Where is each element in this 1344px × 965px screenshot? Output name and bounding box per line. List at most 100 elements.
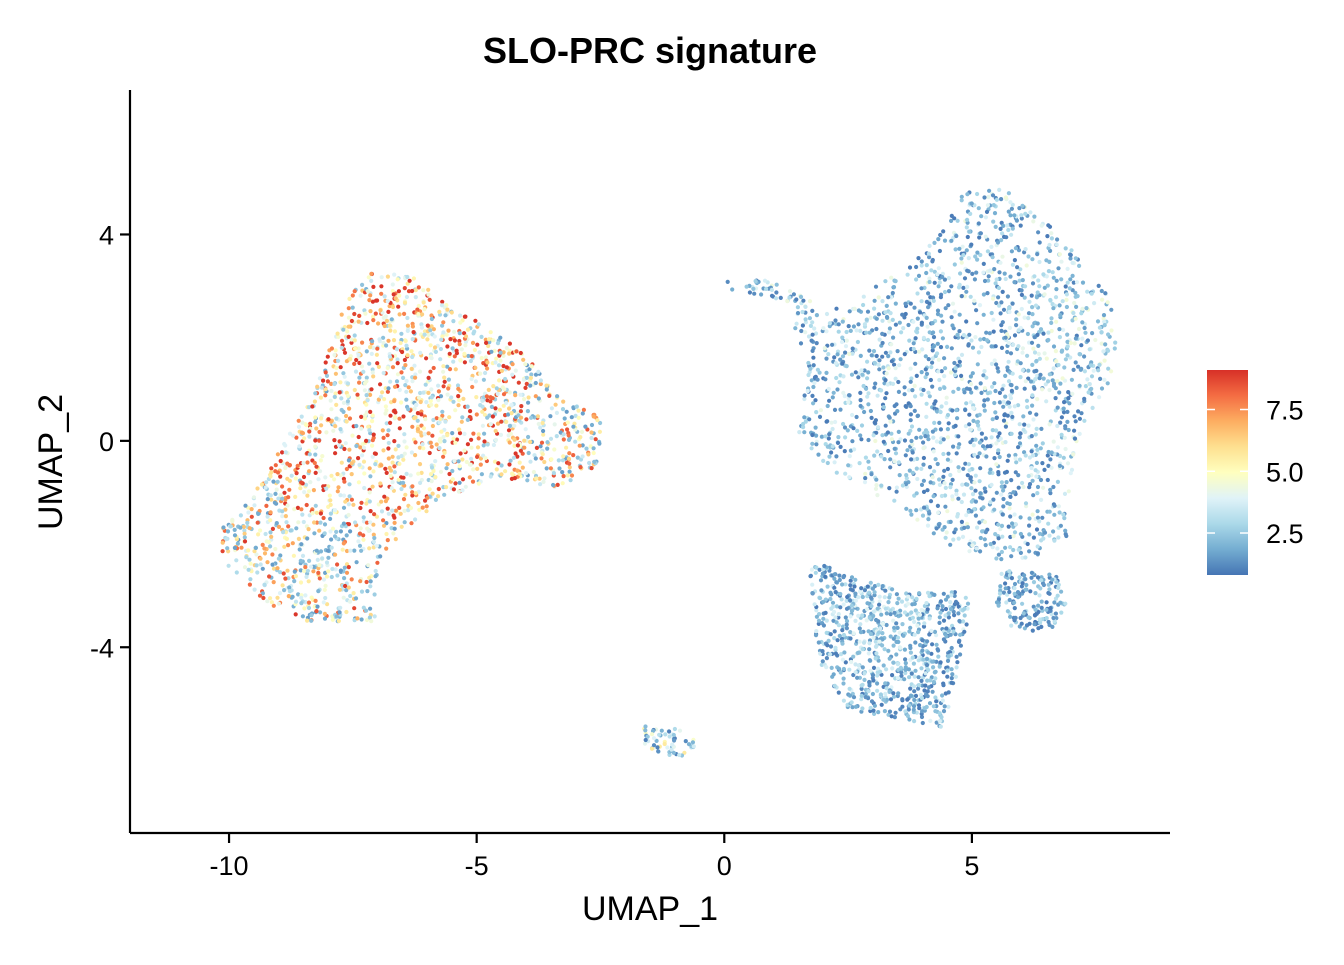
scatter-point bbox=[995, 366, 1000, 371]
scatter-point bbox=[302, 568, 307, 574]
scatter-point bbox=[1053, 386, 1058, 391]
scatter-point bbox=[946, 654, 951, 659]
scatter-point bbox=[1009, 232, 1014, 237]
scatter-point bbox=[928, 678, 933, 683]
scatter-point bbox=[868, 631, 874, 637]
scatter-point bbox=[315, 557, 320, 563]
scatter-point bbox=[877, 599, 882, 604]
scatter-point bbox=[492, 348, 497, 353]
scatter-point bbox=[993, 388, 998, 394]
scatter-point bbox=[986, 194, 991, 200]
scatter-point bbox=[945, 412, 951, 418]
scatter-point bbox=[774, 290, 779, 295]
scatter-point bbox=[314, 426, 319, 431]
scatter-point bbox=[1063, 446, 1068, 452]
scatter-point bbox=[929, 651, 934, 656]
scatter-point bbox=[359, 364, 365, 369]
scatter-point bbox=[949, 667, 954, 672]
scatter-point bbox=[354, 443, 359, 449]
scatter-point bbox=[906, 388, 912, 393]
scatter-point bbox=[842, 449, 847, 454]
scatter-point bbox=[1091, 368, 1096, 373]
scatter-point bbox=[991, 497, 996, 502]
scatter-point bbox=[1052, 503, 1057, 508]
scatter-point bbox=[1012, 333, 1018, 338]
scatter-point bbox=[451, 436, 456, 441]
scatter-point bbox=[899, 599, 905, 604]
scatter-point bbox=[306, 405, 312, 410]
scatter-point bbox=[1065, 419, 1070, 424]
scatter-point bbox=[844, 619, 850, 624]
scatter-point bbox=[1017, 422, 1022, 427]
scatter-point bbox=[1035, 290, 1040, 295]
scatter-point bbox=[907, 717, 912, 722]
scatter-point bbox=[889, 275, 894, 280]
scatter-point bbox=[1018, 361, 1023, 366]
scatter-point bbox=[971, 418, 976, 423]
scatter-point bbox=[1001, 307, 1007, 312]
scatter-point bbox=[832, 355, 837, 360]
scatter-point bbox=[1000, 289, 1005, 294]
scatter-point bbox=[838, 605, 843, 610]
scatter-point bbox=[832, 572, 837, 577]
scatter-point bbox=[1065, 280, 1070, 285]
scatter-point bbox=[859, 368, 864, 373]
scatter-point bbox=[1017, 278, 1022, 283]
scatter-point bbox=[1022, 626, 1027, 631]
scatter-point bbox=[432, 334, 437, 339]
scatter-point bbox=[1027, 455, 1032, 460]
scatter-point bbox=[483, 337, 488, 342]
scatter-point bbox=[669, 747, 674, 752]
scatter-point bbox=[896, 691, 901, 696]
scatter-point bbox=[1024, 582, 1029, 588]
scatter-point bbox=[973, 385, 979, 390]
scatter-point bbox=[962, 629, 967, 634]
scatter-point bbox=[1060, 299, 1065, 304]
scatter-point bbox=[368, 293, 373, 298]
scatter-point bbox=[284, 536, 289, 542]
scatter-point bbox=[961, 333, 967, 338]
scatter-point bbox=[1049, 320, 1054, 325]
scatter-point bbox=[998, 260, 1003, 265]
scatter-point bbox=[884, 622, 889, 628]
scatter-point bbox=[898, 645, 903, 650]
scatter-point bbox=[968, 211, 973, 216]
scatter-point bbox=[395, 357, 400, 362]
scatter-point bbox=[896, 389, 902, 394]
scatter-point bbox=[429, 313, 434, 318]
scatter-point bbox=[252, 587, 257, 592]
scatter-point bbox=[413, 440, 418, 445]
scatter-point bbox=[824, 311, 830, 317]
scatter-point bbox=[1077, 352, 1082, 357]
scatter-point bbox=[937, 482, 943, 487]
scatter-point bbox=[1031, 580, 1037, 585]
scatter-point bbox=[949, 593, 954, 598]
scatter-point bbox=[984, 209, 990, 214]
scatter-point bbox=[497, 378, 502, 383]
scatter-point bbox=[934, 633, 939, 638]
scatter-point bbox=[891, 694, 897, 699]
scatter-point bbox=[356, 395, 361, 401]
scatter-point bbox=[1061, 327, 1066, 332]
scatter-point bbox=[424, 509, 429, 514]
scatter-point bbox=[292, 569, 297, 574]
scatter-point bbox=[965, 473, 970, 478]
scatter-point bbox=[1015, 590, 1021, 595]
scatter-point bbox=[967, 468, 972, 473]
scatter-point bbox=[306, 489, 312, 494]
scatter-point bbox=[667, 729, 672, 734]
scatter-point bbox=[1003, 440, 1008, 445]
scatter-point bbox=[426, 287, 431, 292]
scatter-point bbox=[881, 405, 886, 410]
scatter-point bbox=[402, 432, 407, 437]
scatter-point bbox=[1037, 519, 1042, 524]
scatter-point bbox=[420, 505, 425, 510]
scatter-point bbox=[403, 383, 408, 388]
scatter-point bbox=[248, 561, 253, 566]
scatter-point bbox=[957, 246, 962, 251]
scatter-point bbox=[1005, 349, 1010, 355]
scatter-point bbox=[1065, 409, 1070, 414]
scatter-point bbox=[937, 280, 942, 285]
scatter-point bbox=[512, 423, 517, 428]
scatter-point bbox=[557, 466, 562, 471]
